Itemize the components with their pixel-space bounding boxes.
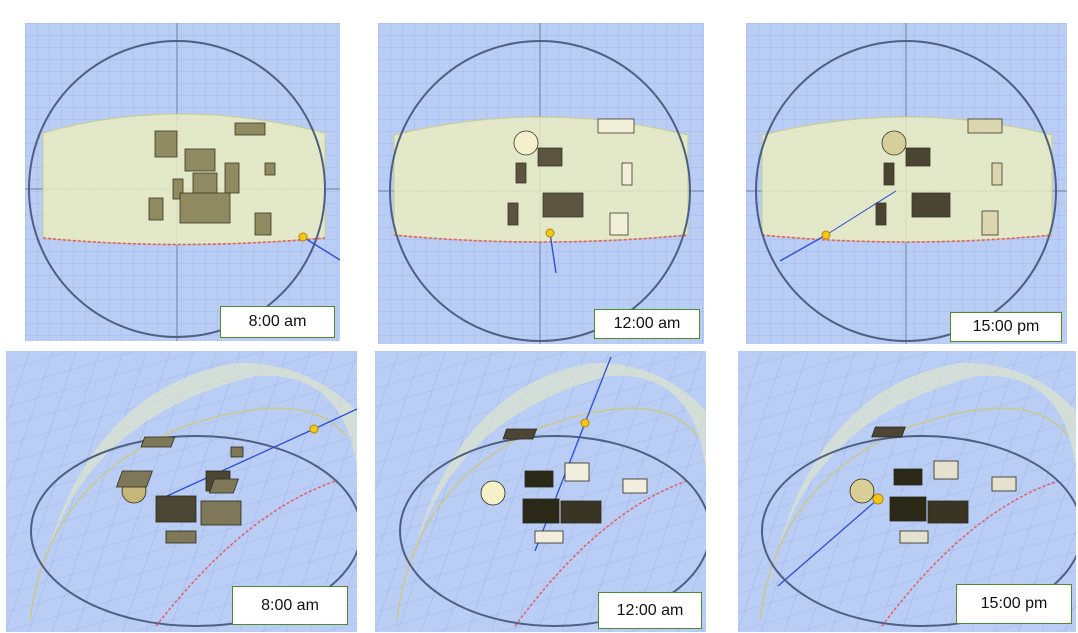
time-label: 15:00 pm — [956, 584, 1072, 624]
time-label: 12:00 am — [598, 592, 702, 629]
sun-ray — [534, 422, 586, 552]
dome-ring — [755, 40, 1057, 342]
dome-ring — [399, 435, 706, 627]
sun-path-arc — [393, 234, 689, 243]
sun-marker — [580, 418, 590, 428]
sun-marker — [821, 230, 831, 240]
dome-ring — [761, 435, 1076, 627]
sun-path-arc — [155, 480, 337, 627]
sun-marker — [298, 232, 308, 242]
sun-path-arc — [514, 480, 688, 627]
sun-ray — [155, 428, 315, 502]
time-label: 8:00 am — [232, 586, 348, 625]
sun-path-band — [761, 116, 1053, 243]
sun-ray — [302, 236, 340, 261]
sun-path-diagram — [378, 23, 704, 344]
building-models — [875, 118, 1003, 236]
sun-marker — [872, 493, 884, 505]
time-label: 12:00 am — [594, 309, 700, 339]
sun-marker — [545, 228, 555, 238]
dome-ring — [30, 435, 357, 627]
sun-path-band — [393, 116, 689, 243]
sun-path-band — [36, 362, 357, 601]
sun-path-diagram — [25, 23, 340, 341]
sun-ray — [779, 234, 827, 262]
sun-path-arc — [881, 480, 1059, 627]
time-label: 15:00 pm — [950, 312, 1062, 342]
sun-path-perspective-1500: 15:00 pm — [738, 351, 1076, 632]
time-label: 8:00 am — [220, 306, 335, 338]
sun-path-diagram — [746, 23, 1067, 344]
building-models — [507, 118, 635, 236]
sun-path-band — [766, 362, 1076, 601]
sun-path-perspective-0800: 8:00 am — [6, 351, 357, 632]
building-models — [480, 428, 648, 544]
sun-marker — [309, 424, 319, 434]
sun-path-band — [42, 113, 326, 245]
sun-path-top-view-1200: 12:00 am — [378, 23, 704, 344]
sun-ray — [549, 232, 557, 274]
sun-path-arc — [761, 234, 1053, 243]
dome-ring — [389, 40, 691, 342]
building-models — [148, 122, 276, 236]
sun-path-arc — [42, 237, 326, 246]
sun-path-top-view-0800: 8:00 am — [25, 23, 340, 341]
building-models — [115, 436, 244, 544]
sun-path-diagram — [375, 351, 706, 632]
sun-ray — [777, 498, 879, 587]
building-models — [849, 426, 1017, 544]
sun-path-band — [403, 362, 706, 601]
sun-path-perspective-1200: 12:00 am — [375, 351, 706, 632]
sun-path-top-view-1500: 15:00 pm — [746, 23, 1067, 344]
dome-ring — [28, 40, 326, 338]
sun-path-diagram — [6, 351, 357, 632]
